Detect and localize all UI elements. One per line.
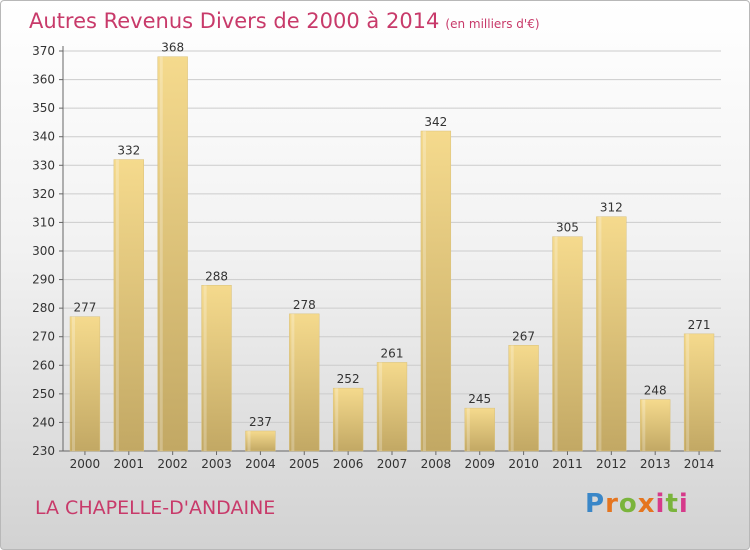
bar-value-label: 237 — [249, 415, 272, 429]
bar-value-label: 267 — [512, 329, 535, 343]
bar-2010 — [508, 345, 539, 452]
bar-2003 — [201, 285, 232, 452]
bar-highlight — [379, 362, 383, 451]
x-tick-label: 2000 — [70, 457, 101, 471]
bar-value-label: 278 — [293, 298, 316, 312]
x-tick-label: 2010 — [508, 457, 539, 471]
x-tick-label: 2013 — [640, 457, 671, 471]
labels: 230 240 250 260 270 280 290 300 310 320 330 340 350 3… — [32, 41, 714, 471]
bar-2004 — [245, 430, 276, 452]
bar-2014 — [683, 333, 715, 452]
bar-highlight — [291, 313, 295, 451]
bar-highlight — [335, 388, 339, 451]
x-tick-label: 2007 — [377, 457, 408, 471]
bar-highlight — [554, 236, 558, 451]
bar-highlight — [422, 131, 426, 451]
proxiti-logo: Proxiti — [585, 489, 689, 519]
bar-highlight — [159, 56, 163, 451]
y-tick-label: 330 — [32, 158, 55, 172]
bar-highlight — [115, 159, 119, 452]
bar-value-label: 288 — [205, 269, 228, 283]
bar-2001 — [113, 159, 144, 452]
bar-2011 — [552, 236, 583, 452]
bar-highlight — [203, 285, 207, 451]
bar-value-label: 342 — [424, 115, 447, 129]
bar-2009 — [464, 407, 495, 452]
bar-2000 — [69, 316, 101, 452]
bar-highlight — [686, 333, 690, 451]
x-tick-label: 2008 — [421, 457, 452, 471]
x-tick-label: 2011 — [552, 457, 583, 471]
bar-highlight — [72, 316, 76, 451]
bar-value-label: 261 — [381, 346, 404, 360]
bar-2002 — [157, 56, 188, 452]
y-tick-label: 240 — [32, 415, 55, 429]
x-tick-label: 2004 — [245, 457, 276, 471]
bar-highlight — [642, 399, 646, 451]
bar-value-label: 305 — [556, 221, 579, 235]
y-tick-label: 290 — [32, 273, 55, 287]
bar-2006 — [332, 387, 364, 452]
bar-value-label: 245 — [468, 392, 491, 406]
bar-2012 — [596, 216, 627, 452]
commune-name: LA CHAPELLE-D'ANDAINE — [35, 497, 276, 519]
bar-value-label: 252 — [337, 372, 360, 386]
x-tick-label: 2009 — [464, 457, 495, 471]
bar-highlight — [466, 408, 470, 451]
y-tick-label: 250 — [32, 387, 55, 401]
y-tick-label: 300 — [32, 244, 55, 258]
y-tick-label: 280 — [32, 301, 55, 315]
x-tick-label: 2001 — [114, 457, 145, 471]
y-tick-label: 230 — [32, 444, 55, 458]
bar-highlight — [510, 345, 514, 451]
y-tick-label: 340 — [32, 130, 55, 144]
x-tick-label: 2014 — [684, 457, 715, 471]
bar-2007 — [376, 362, 408, 452]
bar-value-label: 312 — [600, 201, 623, 215]
bar-value-label: 271 — [688, 318, 711, 332]
bar-2005 — [289, 313, 320, 452]
bar-value-label: 332 — [117, 144, 140, 158]
x-tick-label: 2006 — [333, 457, 364, 471]
y-tick-label: 310 — [32, 215, 55, 229]
y-tick-label: 360 — [32, 73, 55, 87]
y-tick-label: 370 — [32, 44, 55, 58]
x-tick-label: 2012 — [596, 457, 627, 471]
y-tick-label: 350 — [32, 101, 55, 115]
bar-highlight — [247, 431, 251, 451]
bar-value-label: 248 — [644, 384, 667, 398]
chart-title-text: Autres Revenus Divers de 2000 à 2014 — [29, 9, 440, 33]
bar-value-label: 277 — [73, 301, 96, 315]
bar-value-label: 368 — [161, 41, 184, 55]
chart-title: Autres Revenus Divers de 2000 à 2014 (en … — [29, 9, 540, 33]
bars — [69, 56, 715, 452]
x-tick-label: 2003 — [201, 457, 232, 471]
y-tick-label: 260 — [32, 358, 55, 372]
x-tick-label: 2005 — [289, 457, 320, 471]
y-tick-label: 270 — [32, 330, 55, 344]
chart-subtitle: (en milliers d'€) — [445, 17, 540, 31]
bar-2013 — [640, 399, 671, 452]
y-tick-label: 320 — [32, 187, 55, 201]
bar-2008 — [420, 130, 452, 452]
x-tick-label: 2002 — [157, 457, 188, 471]
bar-highlight — [598, 216, 602, 451]
